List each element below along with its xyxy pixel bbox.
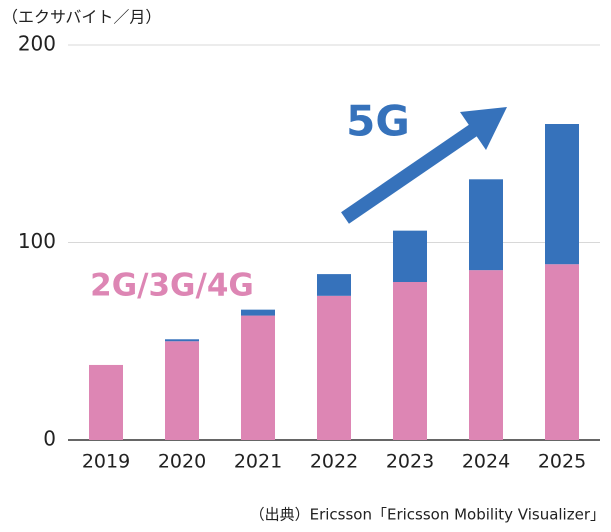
x-tick-label: 2021 xyxy=(234,451,282,473)
bar-segment xyxy=(317,295,351,440)
x-tick-label: 2023 xyxy=(386,451,434,473)
source-note: （出典）Ericsson「Ericsson Mobility Visualize… xyxy=(250,506,605,524)
bar-segment xyxy=(241,315,275,440)
x-tick-label: 2025 xyxy=(538,451,586,473)
series-label: 2G/3G/4G xyxy=(90,268,254,304)
bar-segment xyxy=(165,339,199,342)
y-tick-label: 100 xyxy=(18,229,56,253)
y-tick-label: 200 xyxy=(18,32,56,56)
bar-segment xyxy=(545,264,579,440)
bar-segment xyxy=(393,230,427,282)
bar-segment xyxy=(89,364,123,440)
trend-arrow xyxy=(341,107,507,224)
x-tick-label: 2022 xyxy=(310,451,358,473)
y-tick-label: 0 xyxy=(43,427,56,451)
bar-segment xyxy=(165,341,199,440)
bar-segment xyxy=(317,274,351,296)
x-tick-label: 2024 xyxy=(462,451,510,473)
x-tick-label: 2020 xyxy=(158,451,206,473)
bar-segment xyxy=(469,270,503,440)
arrow-shaft xyxy=(341,121,482,224)
y-axis-label: （エクサバイト／月） xyxy=(2,8,161,27)
plot-area xyxy=(68,44,600,441)
x-tick-label: 2019 xyxy=(82,451,130,473)
series-label: 5G xyxy=(346,97,410,146)
bar-segment xyxy=(393,282,427,440)
bar-segment xyxy=(241,309,275,316)
bar-segment xyxy=(545,124,579,265)
bar-segment xyxy=(469,179,503,271)
arrow-head xyxy=(460,107,507,150)
